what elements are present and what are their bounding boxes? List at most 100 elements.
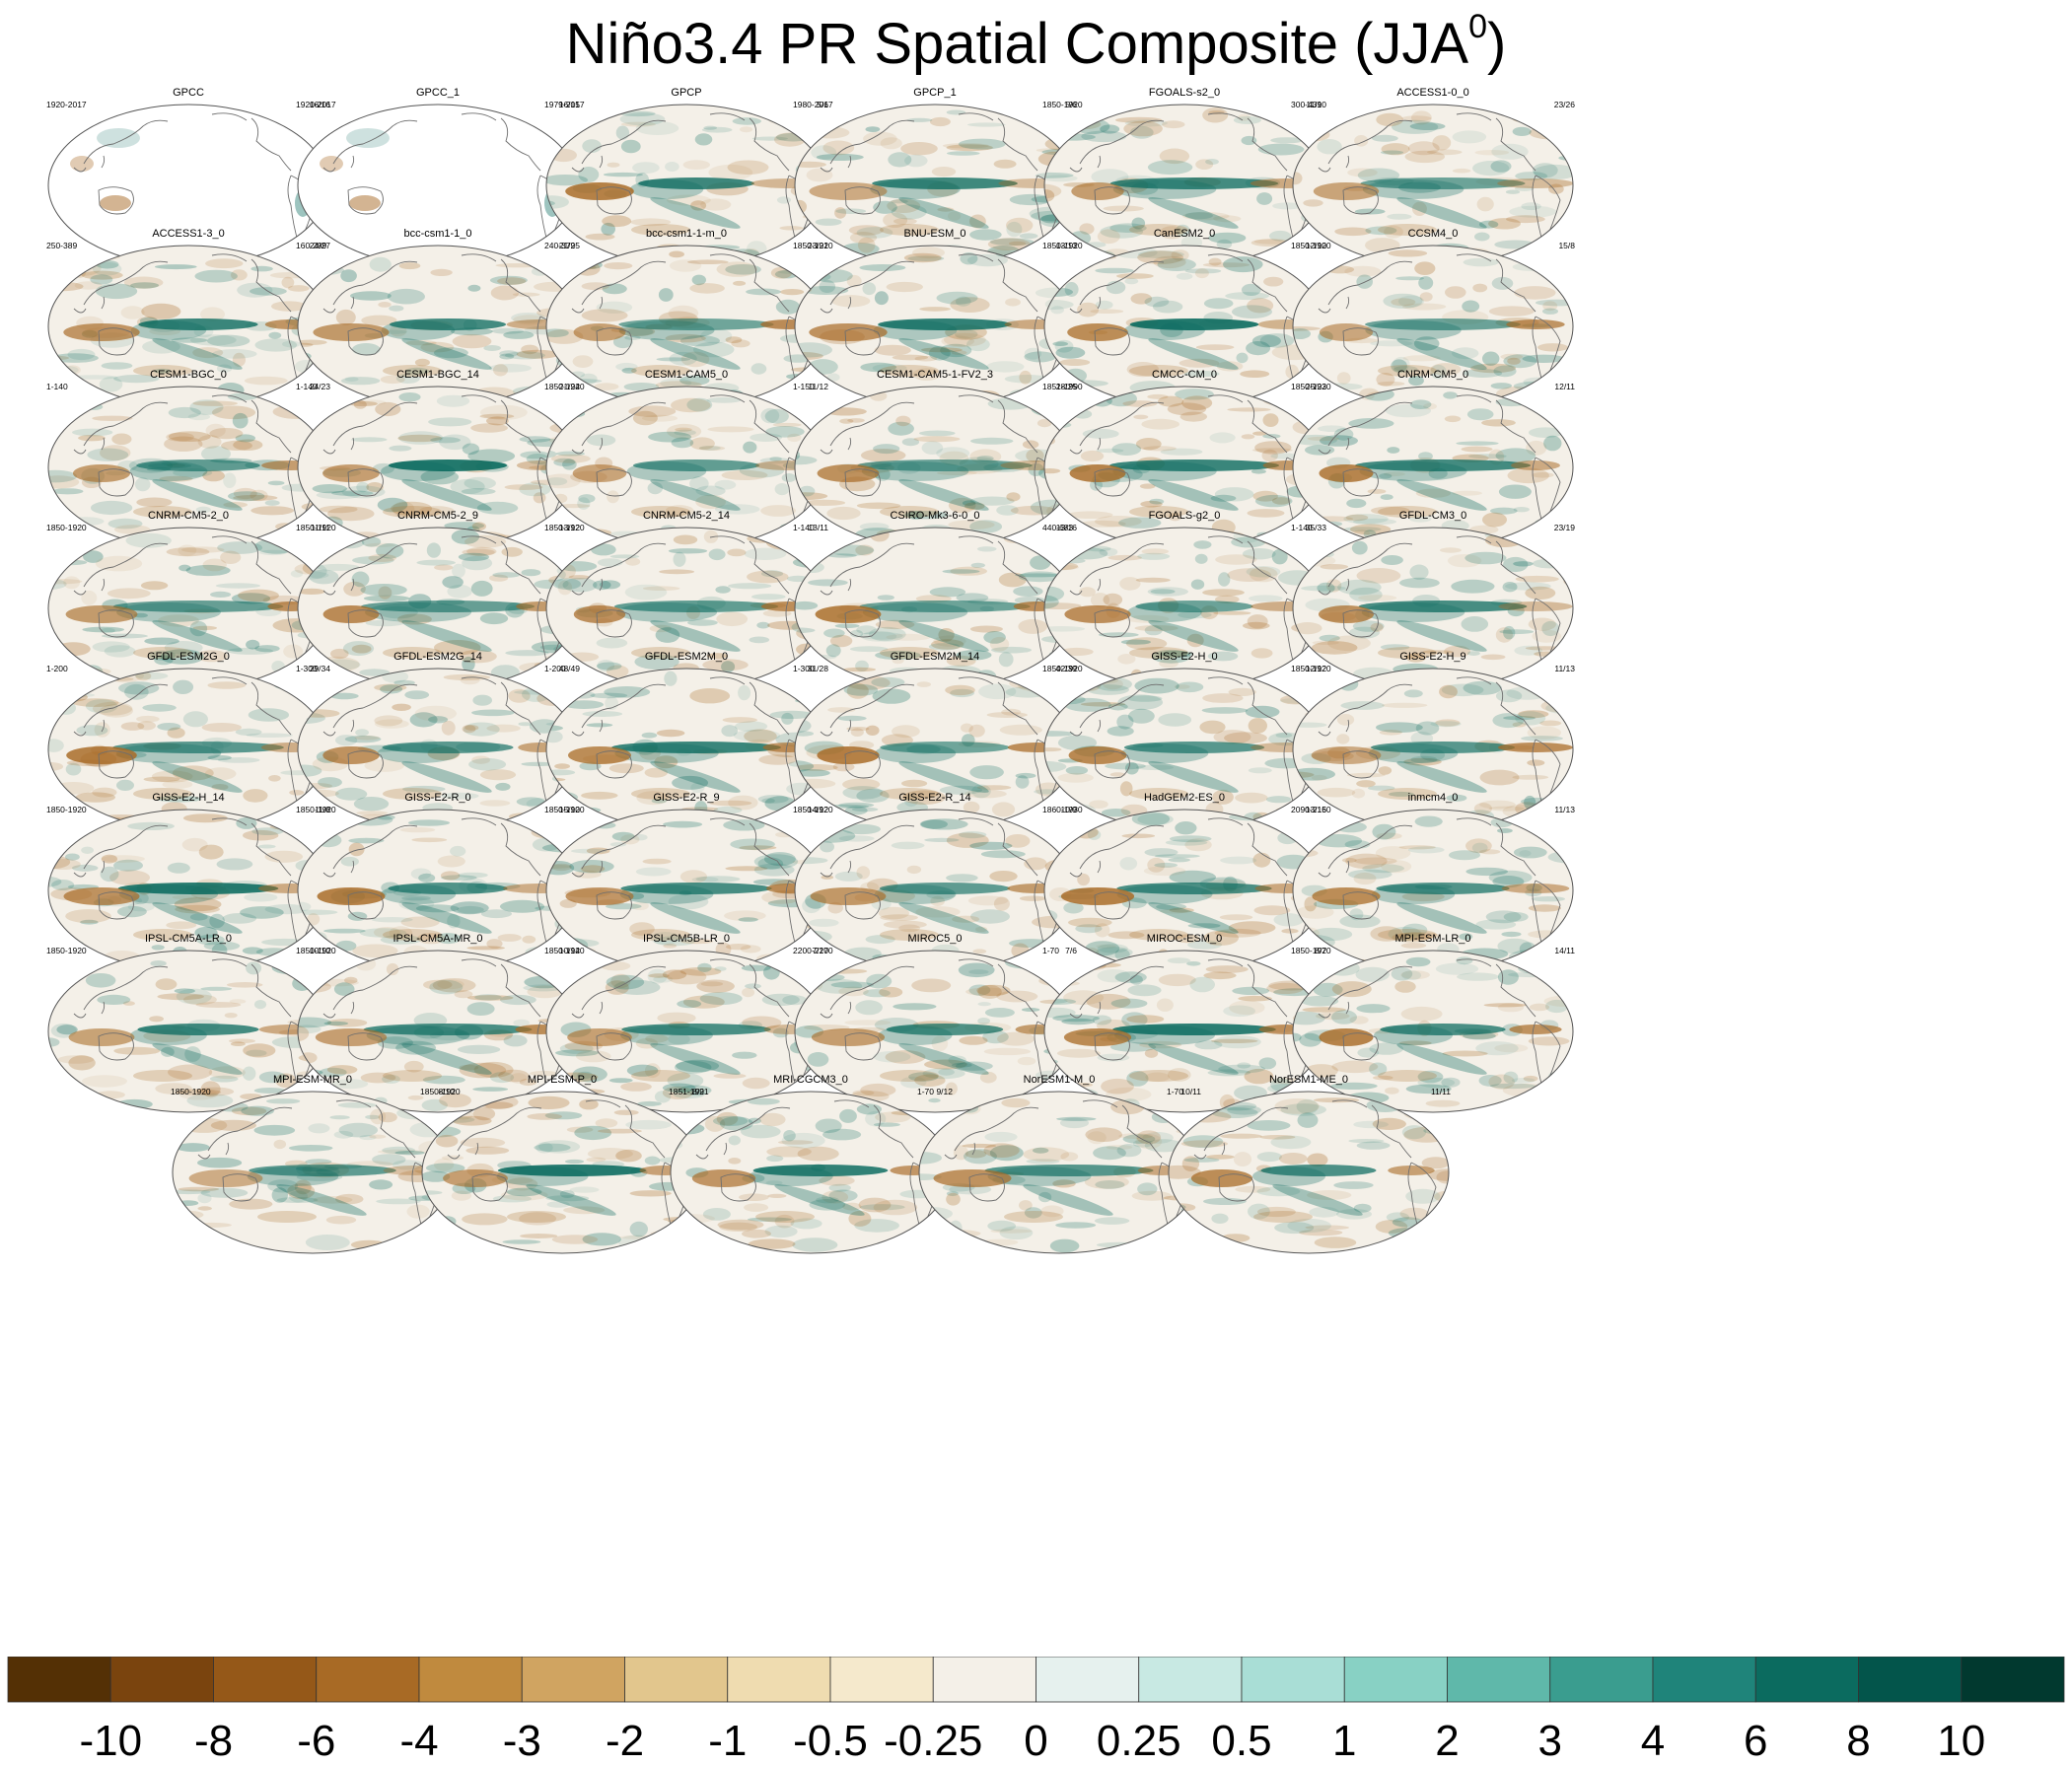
india-dry	[70, 156, 94, 172]
anomaly-blob	[872, 364, 907, 373]
anomaly-blob	[1293, 129, 1325, 137]
anomaly-blob	[246, 733, 293, 738]
anomaly-blob	[1409, 564, 1429, 580]
anomaly-blob	[816, 1196, 839, 1204]
anomaly-blob	[1318, 425, 1346, 432]
anomaly-blob	[936, 447, 970, 460]
anomaly-blob	[452, 334, 492, 349]
colorbar-swatch	[932, 1657, 1036, 1703]
coastline	[944, 1154, 958, 1160]
panel-title: CMCC-CM_0	[1152, 369, 1217, 381]
coastline	[322, 1013, 336, 1019]
anomaly-blob	[958, 962, 995, 978]
south-pacific-dry	[383, 647, 442, 659]
pacific-wet-core	[618, 320, 715, 340]
anomaly-blob	[745, 983, 761, 989]
anomaly-blob	[1510, 813, 1552, 822]
anomaly-blob	[1527, 726, 1561, 740]
anomaly-blob	[1270, 453, 1298, 459]
anomaly-blob	[382, 1074, 400, 1084]
anomaly-blob	[441, 792, 479, 800]
anomaly-blob	[1106, 1145, 1133, 1150]
coastline	[461, 817, 497, 826]
anomaly-blob	[581, 282, 609, 291]
anomaly-blob	[457, 905, 484, 914]
south-pacific-dry	[133, 929, 192, 941]
anomaly-blob	[1479, 800, 1516, 810]
panel-count: 21/24	[558, 382, 580, 391]
anomaly-blob	[1085, 1127, 1122, 1142]
anomaly-blob	[1270, 137, 1304, 144]
anomaly-blob	[1301, 995, 1339, 1007]
anomaly-blob	[480, 404, 528, 420]
coastline	[1327, 119, 1413, 165]
anomaly-blob	[246, 639, 260, 650]
coastline	[596, 891, 632, 920]
anomaly-blob	[1095, 1180, 1125, 1189]
indo-dry-patch	[315, 1028, 388, 1046]
anomaly-blob	[1058, 679, 1101, 685]
anomaly-blob	[437, 855, 465, 868]
coastline	[211, 958, 248, 967]
map-panel: GISS-E2-R_9 1850-1920 14/12	[542, 792, 830, 979]
anomaly-blob	[863, 989, 891, 998]
anomaly-blob	[713, 1073, 747, 1079]
anomaly-blob	[462, 548, 495, 556]
anomaly-blob	[1015, 772, 1036, 779]
pacific-wet-core	[615, 602, 718, 622]
anomaly-blob	[194, 269, 238, 283]
coastline	[211, 253, 248, 262]
anomaly-blob	[774, 1214, 795, 1229]
anomaly-blob	[342, 641, 375, 657]
anomaly-blob	[192, 347, 224, 359]
anomaly-blob	[1111, 443, 1142, 456]
anomaly-blob	[374, 715, 403, 727]
coastline	[350, 296, 355, 310]
indo-dry-patch	[443, 1169, 508, 1187]
map-panel: FGOALS-g2_0 440-683 35/33	[1040, 510, 1328, 697]
anomaly-blob	[920, 818, 968, 830]
coastline	[332, 824, 418, 870]
anomaly-blob	[700, 198, 732, 211]
coastline	[1247, 540, 1288, 595]
anomaly-blob	[271, 301, 308, 312]
anomaly-blob	[1436, 1170, 1449, 1184]
spcz-wet-band	[1396, 620, 1487, 652]
coastline	[83, 119, 169, 165]
coastline	[350, 860, 355, 874]
anomaly-blob	[243, 789, 268, 803]
anomaly-blob	[587, 1148, 633, 1161]
anomaly-blob	[394, 1150, 425, 1156]
anomaly-blob	[842, 778, 881, 791]
coastline	[350, 719, 355, 733]
anomaly-blob	[1513, 561, 1534, 567]
panel-period: 1850-1920	[793, 241, 833, 250]
anomaly-blob	[586, 847, 610, 855]
coastline	[457, 1106, 542, 1152]
panel-count: 11/11	[1430, 1087, 1451, 1096]
pacific-wet-core	[1359, 461, 1467, 481]
anomaly-blob	[1176, 272, 1193, 280]
anomaly-blob	[395, 373, 420, 384]
anomaly-blob	[504, 484, 543, 490]
colorbar-swatch	[1343, 1657, 1448, 1703]
anomaly-blob	[200, 1081, 221, 1097]
anomaly-blob	[989, 1145, 1024, 1162]
anomaly-blob	[386, 962, 399, 976]
anomaly-blob	[243, 829, 279, 841]
anomaly-blob	[360, 1072, 396, 1084]
anomaly-blob	[546, 477, 568, 486]
anomaly-blob	[1047, 694, 1086, 705]
coastline	[958, 394, 994, 403]
anomaly-blob	[1375, 846, 1411, 861]
anomaly-blob	[231, 593, 271, 604]
anomaly-blob	[402, 785, 446, 793]
anomaly-blob	[1159, 148, 1190, 165]
anomaly-blob	[161, 1046, 175, 1057]
anomaly-blob	[780, 289, 805, 296]
anomaly-blob	[945, 684, 975, 696]
coastline	[73, 449, 87, 455]
panel-period: 160-299	[296, 241, 327, 250]
anomaly-blob	[1452, 347, 1479, 360]
anomaly-blob	[197, 435, 222, 449]
